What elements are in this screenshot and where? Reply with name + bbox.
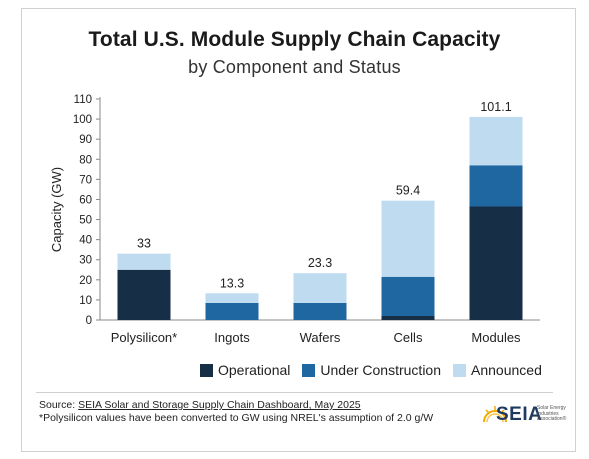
data-label-total: 101.1: [480, 100, 511, 114]
bar-announced-0: [117, 253, 171, 270]
legend-swatch-announced: [453, 363, 467, 377]
bar-under-construction-4: [469, 165, 523, 207]
x-tick-label: Wafers: [300, 330, 341, 345]
data-label-total: 33: [137, 237, 151, 251]
y-tick-label: 110: [74, 94, 92, 106]
y-tick-label: 50: [79, 215, 92, 227]
polysilicon-footnote: *Polysilicon values have been converted …: [39, 412, 434, 424]
logo-text: SEIA: [496, 404, 543, 425]
chart-subtitle: by Component and Status: [188, 57, 401, 77]
y-tick-label: 70: [79, 174, 92, 186]
bar-under-construction-1: [205, 302, 259, 320]
bar-under-construction-3: [381, 276, 435, 316]
bar-announced-2: [293, 273, 347, 303]
chart-legend: Operational Under Construction Announced: [200, 362, 542, 378]
legend-swatch-operational: [200, 363, 213, 377]
bar-under-construction-2: [293, 302, 347, 320]
bar-operational-3: [381, 315, 435, 320]
chart-title: Total U.S. Module Supply Chain Capacity: [88, 28, 501, 51]
source-note: Source: SEIA Solar and Storage Supply Ch…: [39, 399, 464, 425]
data-label-total: 13.3: [220, 276, 244, 290]
data-label-total: 59.4: [396, 184, 420, 198]
y-tick-label: 40: [79, 235, 92, 247]
legend-swatch-under-construction: [302, 363, 316, 377]
bar-announced-4: [469, 116, 523, 166]
y-tick-label: 60: [79, 194, 92, 206]
y-tick-label: 0: [86, 315, 92, 327]
bar-operational-4: [469, 206, 523, 320]
y-tick-label: 10: [79, 295, 92, 307]
legend-label-announced: Announced: [471, 362, 542, 378]
legend-item-under-construction: Under Construction: [302, 362, 441, 378]
y-tick-label: 30: [79, 255, 92, 267]
x-tick-label: Cells: [394, 330, 423, 345]
source-link[interactable]: SEIA Solar and Storage Supply Chain Dash…: [78, 399, 361, 411]
sun-burst-icon: [483, 406, 507, 423]
legend-item-operational: Operational: [200, 362, 290, 378]
footer-divider: [36, 392, 553, 393]
logo-subtext: Solar Energy Industries Association®: [537, 405, 567, 422]
y-tick-label: 100: [73, 114, 92, 126]
data-label-total: 23.3: [308, 256, 332, 270]
y-tick-label: 80: [79, 154, 92, 166]
y-tick-label: 90: [79, 134, 92, 146]
bar-announced-1: [205, 293, 259, 303]
y-axis-label: Capacity (GW): [49, 167, 64, 252]
y-tick-label: 20: [79, 275, 92, 287]
x-tick-label: Ingots: [214, 330, 250, 345]
source-prefix: Source:: [39, 399, 79, 411]
legend-item-announced: Announced: [453, 362, 542, 378]
legend-label-under-construction: Under Construction: [320, 362, 442, 378]
x-tick-label: Modules: [471, 330, 521, 345]
bar-announced-3: [381, 200, 435, 277]
legend-label-operational: Operational: [218, 362, 291, 378]
bar-operational-0: [117, 269, 171, 320]
x-tick-label: Polysilicon*: [111, 330, 177, 345]
